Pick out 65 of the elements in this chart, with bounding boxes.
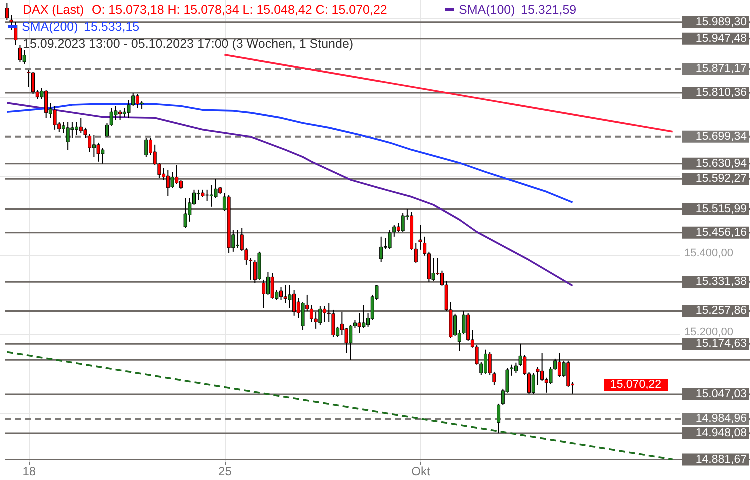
candlestick — [432, 258, 436, 282]
annotation: 15.070,22 — [610, 379, 662, 391]
ref-line-label: 15.047,03 — [696, 388, 747, 400]
ref-line-label: 14.948,08 — [696, 428, 747, 440]
ref-line-label: 15.257,86 — [696, 305, 747, 318]
candlestick — [10, 14, 14, 31]
line-series — [6, 103, 574, 204]
candlestick — [270, 272, 274, 300]
ref-line-label: 15.947,48 — [696, 32, 747, 45]
x-tick-label: 25 — [218, 464, 232, 478]
ref-line-label: 15.871,17 — [696, 63, 747, 76]
candlestick — [170, 172, 174, 188]
candlestick — [22, 50, 26, 64]
candlestick — [492, 371, 496, 386]
candlestick — [70, 122, 74, 139]
candlestick — [314, 311, 318, 330]
candlestick — [344, 328, 348, 354]
legend-label: SMA(200) — [22, 20, 78, 34]
ref-line-label: 15.174,63 — [696, 338, 747, 350]
y-tick-label: 15.200,00 — [684, 326, 734, 339]
candlestick — [96, 142, 100, 162]
annotation: 15.09.2023 13:00 - 05.10.2023 17:00 (3 Wochen, 1 Stunde) — [23, 37, 354, 51]
candlestick — [179, 180, 183, 190]
candlestick — [392, 224, 396, 238]
candlestick — [301, 302, 305, 331]
ref-line-label: 15.456,16 — [696, 226, 747, 239]
candlestick — [53, 106, 57, 130]
candlestick — [184, 198, 188, 229]
chart-title: DAX (Last) — [23, 3, 84, 17]
ref-line-label: 14.881,67 — [696, 454, 747, 466]
ref-line-label: 15.699,34 — [696, 130, 748, 143]
candlestick — [88, 134, 92, 153]
line-series — [6, 102, 574, 287]
ref-line-label: 15.989,30 — [696, 16, 747, 28]
annotation: 15.533,15 — [84, 20, 140, 34]
ref-line-label: 14.984,96 — [696, 412, 747, 425]
candlestick — [84, 127, 88, 139]
candlestick — [214, 178, 218, 199]
candlestick — [5, 2, 9, 21]
candlestick — [144, 138, 148, 158]
candlestick — [380, 236, 384, 263]
candlestick — [332, 309, 336, 338]
ref-line-label: 15.515,99 — [696, 203, 747, 216]
candlestick — [532, 372, 536, 395]
candlestick — [418, 224, 422, 250]
candlestick — [362, 304, 366, 329]
candlestick — [510, 364, 514, 376]
candlestick — [536, 366, 540, 386]
x-tick-label: 18 — [22, 464, 36, 478]
ref-line-label: 15.331,38 — [696, 276, 747, 288]
candlestick — [497, 403, 501, 434]
ref-line-label: 15.592,27 — [696, 173, 747, 186]
y-tick-label: 15.400,00 — [684, 248, 734, 260]
candlestick — [127, 100, 131, 119]
chart-subtitle: O: 15.073,18 H: 15.078,34 L: 15.048,42 C: 15.070,22 — [92, 3, 388, 17]
ref-line-label: 15.810,36 — [696, 87, 747, 100]
candlestick — [514, 362, 518, 374]
x-tick-label: Okt — [412, 464, 431, 478]
candlestick — [288, 284, 292, 308]
candlestick — [388, 230, 392, 250]
ref-line-label: 15.630,94 — [696, 158, 748, 170]
legend-label: SMA(100) — [459, 3, 516, 17]
candlestick — [488, 352, 492, 376]
candlestick — [262, 279, 266, 308]
annotation: 15.321,59 — [521, 3, 577, 17]
